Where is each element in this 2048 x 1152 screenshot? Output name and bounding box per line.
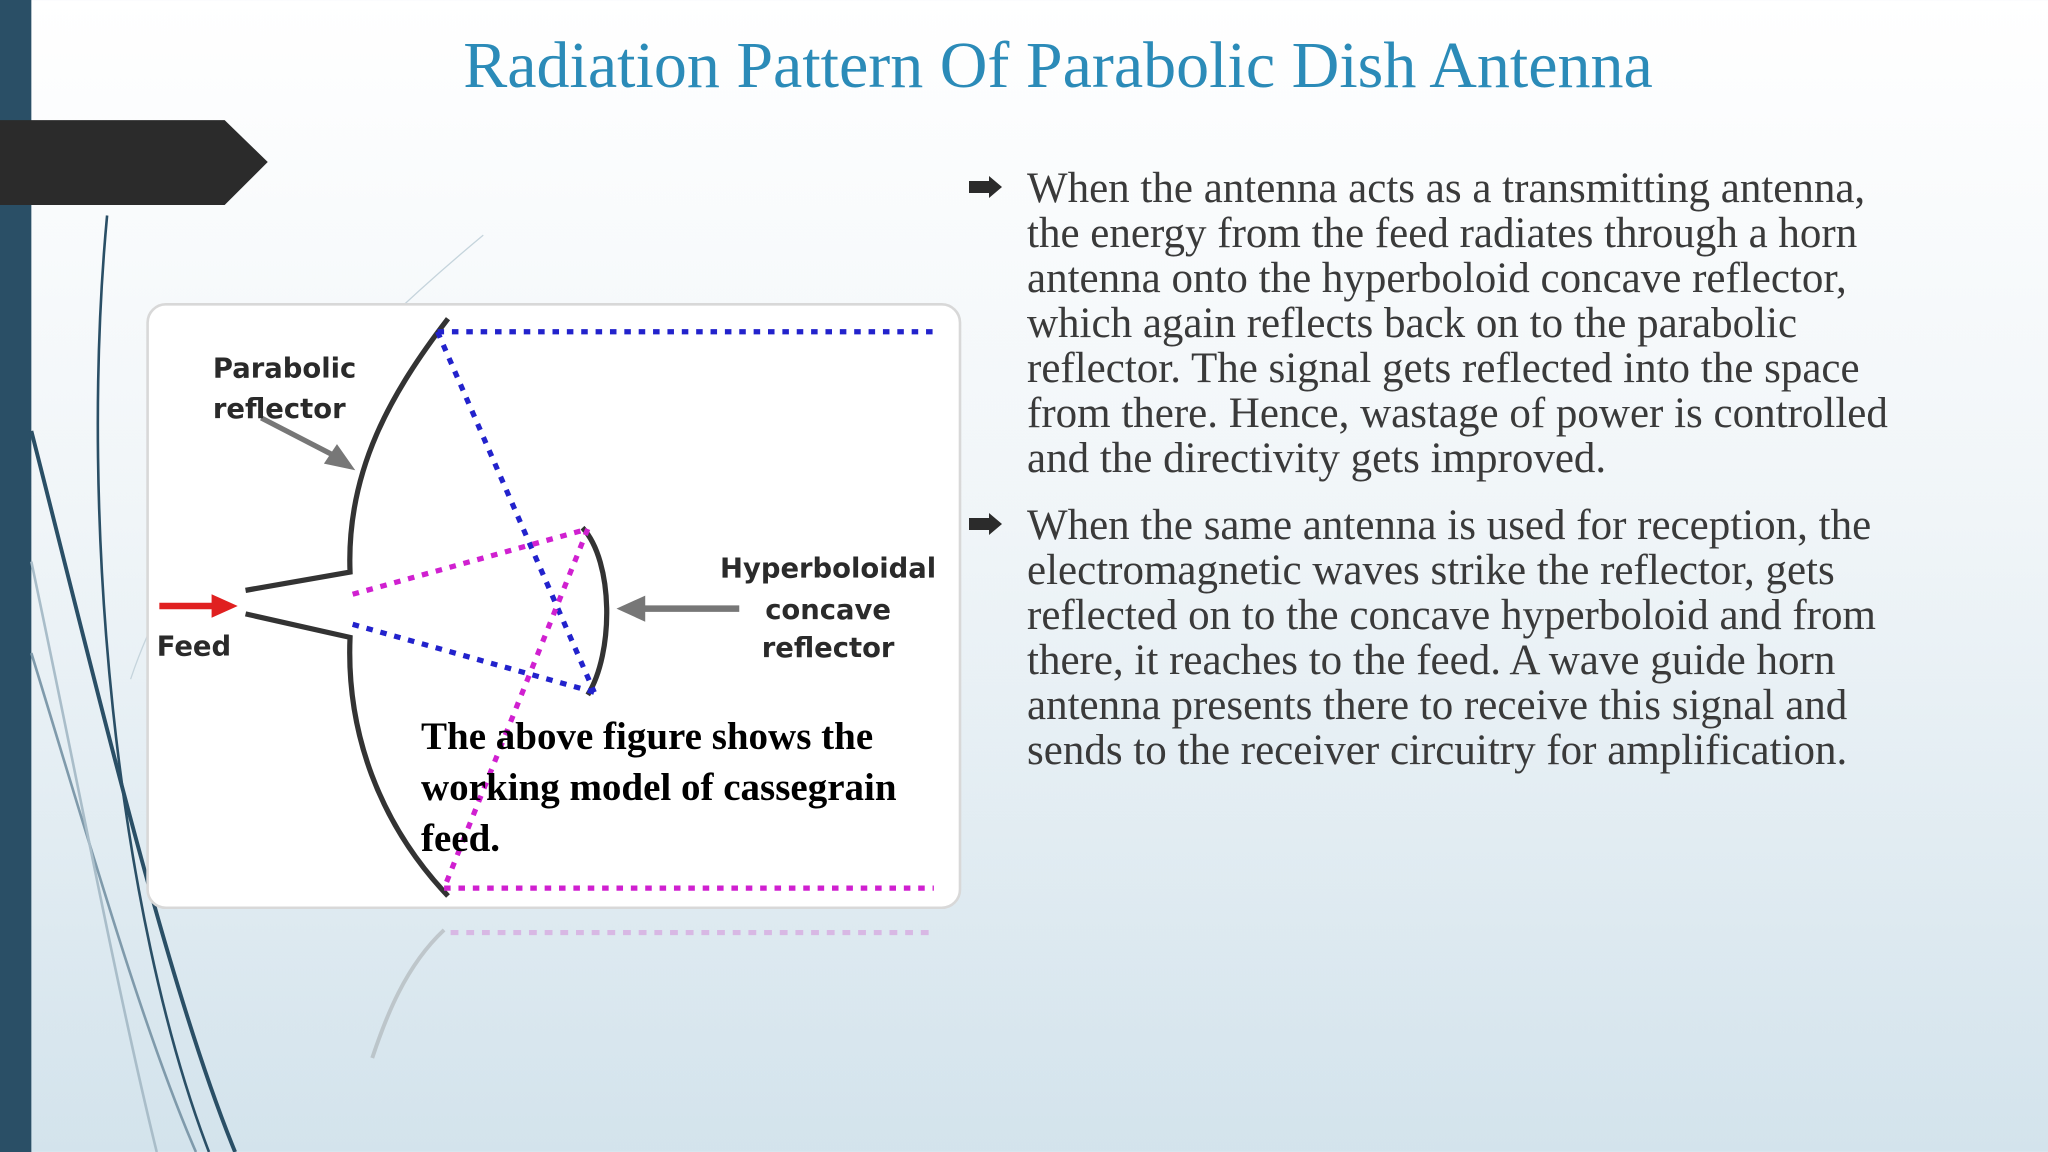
bullet-text: When the same antenna is used for recept… bbox=[1027, 502, 1876, 774]
slide-title: Radiation Pattern Of Parabolic Dish Ante… bbox=[463, 29, 1653, 102]
bullet: When the same antenna is used for recept… bbox=[969, 502, 1927, 774]
figure-caption: The above figure shows the working model… bbox=[421, 715, 897, 860]
title-arrow bbox=[0, 120, 268, 206]
figure: Parabolic reflector Feed Hyperboloidal c… bbox=[146, 303, 962, 1059]
figure-label: reflector bbox=[213, 394, 346, 425]
figure-frame bbox=[146, 303, 962, 910]
figure-label: concave bbox=[765, 595, 891, 626]
figure-label: Feed bbox=[157, 632, 231, 663]
bullet-icon bbox=[969, 176, 1002, 198]
figure-label: Hyperboloidal bbox=[720, 553, 936, 584]
bullet-icon bbox=[969, 513, 1002, 535]
figure-label: reflector bbox=[762, 633, 895, 664]
bullet-list: When the antenna acts as a transmitting … bbox=[969, 165, 1927, 795]
figure-label: Parabolic bbox=[213, 353, 356, 384]
bullet: When the antenna acts as a transmitting … bbox=[969, 165, 1927, 482]
decor-lines bbox=[29, 215, 484, 1152]
figure-reflection bbox=[370, 928, 934, 1059]
bullet-text: When the antenna acts as a transmitting … bbox=[1027, 165, 1888, 482]
